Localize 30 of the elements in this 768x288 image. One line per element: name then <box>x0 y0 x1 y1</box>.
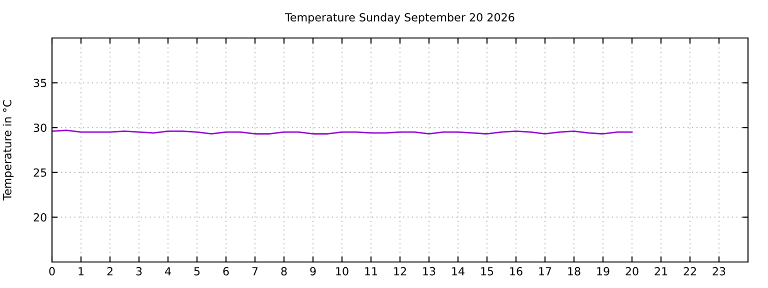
x-tick-label: 21 <box>654 267 668 276</box>
x-tick-label: 12 <box>394 267 406 276</box>
x-tick-label: 16 <box>510 267 522 276</box>
x-tick-label: 13 <box>423 267 436 276</box>
x-tick-label: 10 <box>336 267 348 276</box>
x-tick-label: 2 <box>107 267 112 276</box>
x-tick-label: 14 <box>452 267 464 276</box>
x-tick-label: 19 <box>597 267 610 276</box>
x-tick-label: 5 <box>194 267 200 276</box>
x-tick-label: 11 <box>365 267 378 276</box>
x-tick-label: 0 <box>49 267 55 276</box>
x-tick-label: 3 <box>136 267 142 276</box>
x-tick-label: 20 <box>626 267 638 276</box>
x-tick-label: 6 <box>223 267 229 276</box>
x-tick-label: 4 <box>165 267 171 276</box>
x-tick-label: 15 <box>481 267 494 276</box>
x-tick-label: 23 <box>712 267 726 276</box>
chart-title: Temperature Sunday September 20 2026 <box>285 12 514 24</box>
x-tick-label: 8 <box>281 267 287 276</box>
y-tick-label: 25 <box>34 168 46 177</box>
x-tick-label: 9 <box>310 267 316 276</box>
y-tick-label: 35 <box>34 78 46 88</box>
x-tick-label: 7 <box>252 267 258 276</box>
x-tick-label: 22 <box>684 267 696 276</box>
x-tick-label: 17 <box>539 267 552 276</box>
x-tick-label: 18 <box>568 267 580 276</box>
x-tick-label: 1 <box>78 267 84 276</box>
y-axis-title: Temperature in °C <box>2 100 14 200</box>
y-tick-label: 20 <box>34 213 46 222</box>
y-tick-label: 30 <box>34 124 46 132</box>
